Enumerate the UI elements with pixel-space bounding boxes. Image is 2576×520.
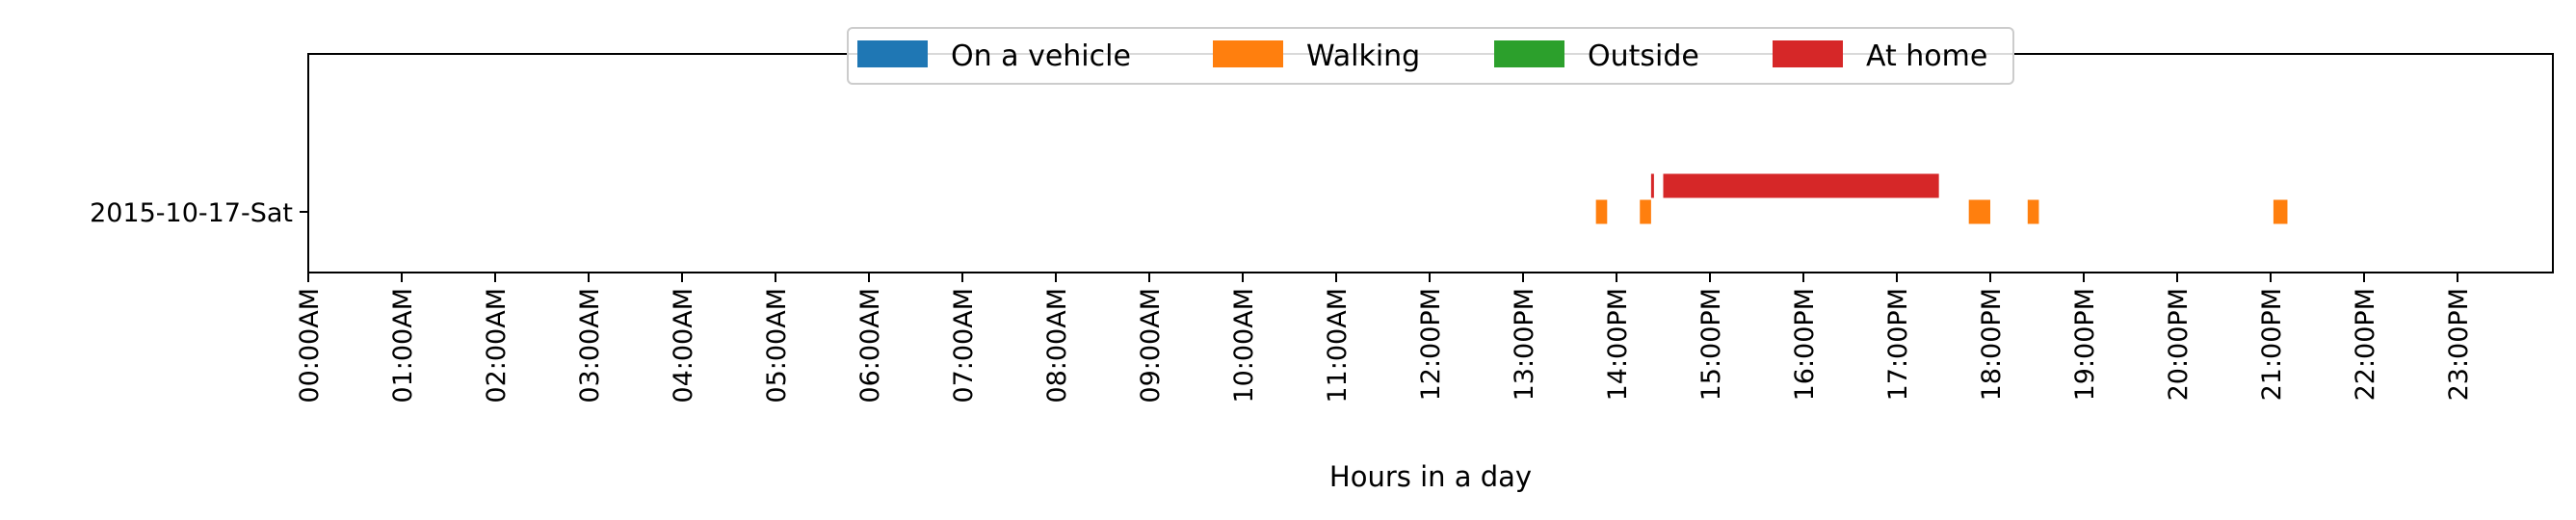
legend: On a vehicle Walking Outside At home	[847, 27, 2014, 85]
x-tick-label: 11:00AM	[1323, 288, 1353, 403]
plot-frame	[307, 53, 2554, 273]
legend-swatch-on-a-vehicle	[857, 40, 928, 67]
x-axis-title: Hours in a day	[1329, 460, 1532, 493]
x-tick-label: 08:00AM	[1042, 288, 1072, 403]
x-tick-label: 15:00PM	[1696, 288, 1726, 401]
x-tick-label: 00:00AM	[295, 288, 325, 403]
x-tick-label: 06:00AM	[855, 288, 885, 403]
x-tick-label: 05:00AM	[762, 288, 792, 403]
bar-at-home-1	[1663, 173, 1939, 198]
legend-swatch-at-home	[1773, 40, 1843, 67]
bar-walking-3	[2027, 199, 2039, 224]
x-tick-label: 02:00AM	[482, 288, 512, 403]
legend-label: At home	[1866, 39, 1987, 73]
legend-box	[847, 27, 2014, 85]
x-tick-label: 04:00AM	[669, 288, 698, 403]
x-tick-label: 14:00PM	[1603, 288, 1633, 401]
x-tick-label: 12:00PM	[1416, 288, 1446, 401]
x-tick-label: 17:00PM	[1883, 288, 1913, 401]
x-tick-label: 10:00AM	[1229, 288, 1259, 403]
bar-at-home-0	[1650, 173, 1654, 198]
legend-swatch-walking	[1213, 40, 1283, 67]
bar-walking-1	[1640, 199, 1651, 224]
x-tick-label: 21:00PM	[2257, 288, 2287, 401]
x-tick-label: 19:00PM	[2070, 288, 2100, 401]
axes: 2015-10-17-Sat 00:00AM 01:00AM 02:00AM 03:00…	[90, 53, 2554, 493]
x-tick-label: 03:00AM	[575, 288, 605, 403]
x-tick-label: 07:00AM	[949, 288, 979, 403]
legend-swatch-outside	[1494, 40, 1564, 67]
x-tick-label: 16:00PM	[1790, 288, 1820, 401]
plot-area	[1595, 173, 2288, 224]
y-tick-label: 2015-10-17-Sat	[90, 198, 293, 228]
x-tick-label: 01:00AM	[388, 288, 418, 403]
x-tick-label: 18:00PM	[1977, 288, 2007, 401]
bar-walking-2	[1968, 199, 1990, 224]
x-tick-label: 20:00PM	[2164, 288, 2194, 401]
x-tick-label: 22:00PM	[2351, 288, 2380, 401]
legend-label: Outside	[1588, 39, 1699, 73]
bar-walking-0	[1595, 199, 1608, 224]
bar-walking-4	[2273, 199, 2288, 224]
x-tick-label: 23:00PM	[2444, 288, 2474, 401]
x-tick-label: 13:00PM	[1510, 288, 1539, 401]
legend-label: Walking	[1306, 39, 1420, 73]
x-tick-label: 09:00AM	[1136, 288, 1166, 403]
legend-label: On a vehicle	[951, 39, 1131, 73]
